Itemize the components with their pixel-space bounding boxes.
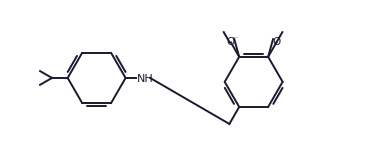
Text: O: O [272,37,281,47]
Text: O: O [227,37,235,47]
Text: methoxy: methoxy [233,37,240,38]
Text: NH: NH [137,74,154,84]
